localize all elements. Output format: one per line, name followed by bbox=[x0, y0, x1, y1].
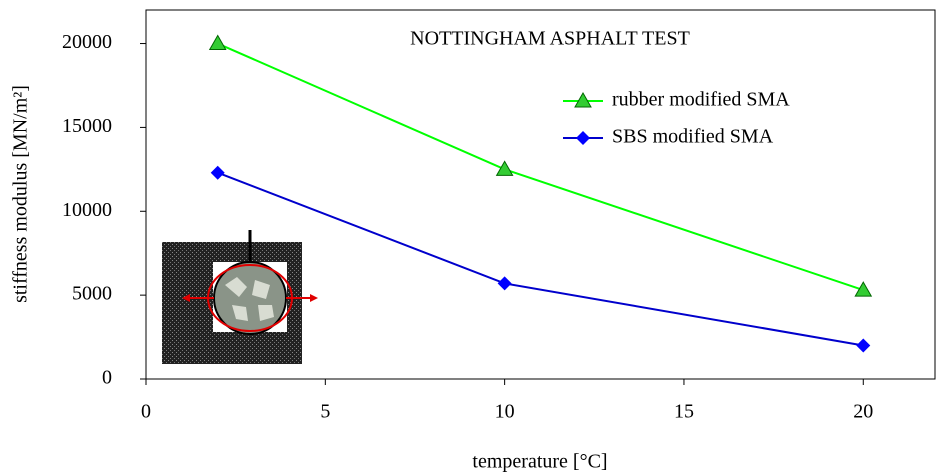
series-line bbox=[217, 171, 864, 347]
x-tick-label: 0 bbox=[141, 401, 151, 423]
marker bbox=[856, 338, 871, 353]
marker bbox=[495, 160, 514, 176]
chart-title: NOTTINGHAM ASPHALT TEST bbox=[410, 28, 690, 50]
legend-marker bbox=[574, 91, 592, 108]
series-line bbox=[217, 42, 864, 292]
y-tick-label: 5000 bbox=[72, 283, 112, 305]
y-tick-label: 20000 bbox=[62, 31, 112, 53]
legend-label: rubber modified SMA bbox=[612, 89, 790, 111]
x-tick-label: 20 bbox=[853, 401, 873, 423]
legend-label: SBS modified SMA bbox=[612, 126, 774, 148]
inset-photo bbox=[162, 230, 318, 364]
y-tick-label: 10000 bbox=[62, 199, 112, 221]
y-tick-label: 15000 bbox=[62, 115, 112, 137]
plot-frame bbox=[145, 9, 936, 380]
marker bbox=[208, 34, 227, 51]
marker bbox=[854, 281, 873, 297]
legend-marker bbox=[576, 131, 590, 145]
marker bbox=[210, 165, 225, 180]
marker bbox=[497, 276, 512, 291]
x-tick-label: 10 bbox=[495, 401, 515, 423]
x-axis-label: temperature [°C] bbox=[472, 451, 607, 473]
x-tick-label: 15 bbox=[674, 401, 694, 423]
y-tick-label: 0 bbox=[102, 367, 112, 389]
y-axis-label: stiffness modulus [MN/m²] bbox=[10, 85, 32, 303]
x-tick-label: 5 bbox=[320, 401, 330, 423]
